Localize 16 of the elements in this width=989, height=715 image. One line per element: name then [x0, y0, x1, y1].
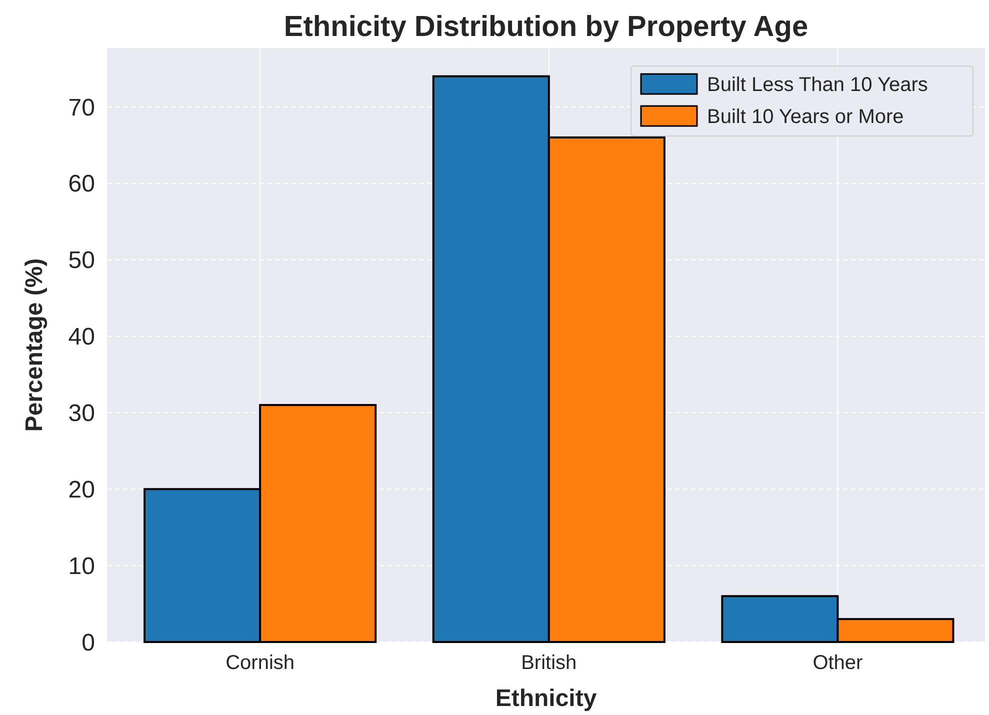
chart-title: Ethnicity Distribution by Property Age	[284, 11, 808, 43]
y-axis-title: Percentage (%)	[21, 258, 48, 432]
x-tick-label: British	[521, 652, 577, 674]
y-tick-label: 70	[68, 94, 95, 122]
x-tick-label: Other	[812, 652, 864, 674]
x-axis-title: Ethnicity	[495, 685, 598, 712]
y-tick-label: 40	[68, 324, 95, 351]
y-tick-label: 60	[68, 170, 95, 198]
y-tick-label: 10	[68, 552, 95, 580]
x-tick-label: Cornish	[226, 652, 295, 674]
legend-label: Built Less Than 10 Years	[707, 74, 928, 96]
y-tick-label: 30	[68, 400, 95, 428]
y-tick-label: 0	[82, 629, 95, 656]
y-tick-label: 50	[68, 247, 95, 274]
y-tick-label: 20	[68, 476, 95, 504]
legend-label: Built 10 Years or More	[707, 106, 904, 128]
